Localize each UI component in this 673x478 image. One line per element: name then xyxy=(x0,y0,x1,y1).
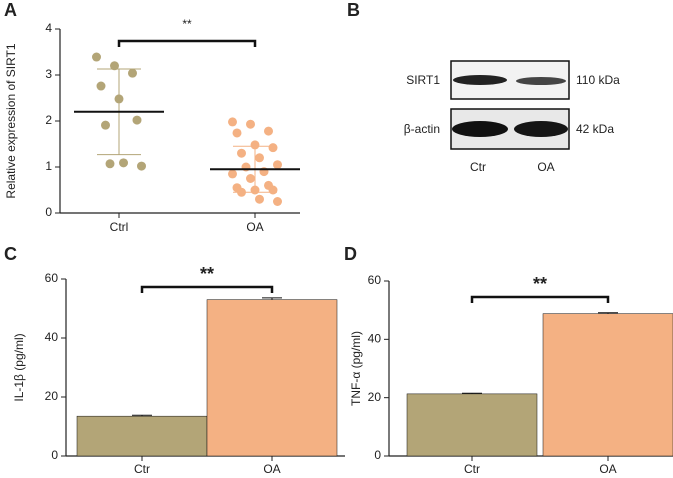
data-point xyxy=(228,117,237,127)
y-axis-label: TNF-α (pg/ml) xyxy=(349,331,363,406)
data-point xyxy=(255,153,264,163)
data-point xyxy=(264,126,273,136)
y-tick-label: 40 xyxy=(45,330,59,344)
x-tick-label: OA xyxy=(246,220,263,234)
size-label: 110 kDa xyxy=(576,73,620,87)
band xyxy=(453,75,507,85)
significance-label: ** xyxy=(182,17,192,31)
lane-label: OA xyxy=(537,160,554,174)
y-tick-label: 0 xyxy=(45,205,52,219)
data-point xyxy=(273,160,282,170)
x-tick-label: OA xyxy=(263,462,280,476)
y-tick-label: 3 xyxy=(45,67,52,81)
y-axis-label: Relative expression of SIRT1 xyxy=(4,43,18,199)
y-tick-label: 20 xyxy=(368,390,382,404)
bar xyxy=(406,393,538,457)
data-point xyxy=(110,61,119,71)
data-point xyxy=(232,128,242,138)
x-tick-label: Ctrl xyxy=(110,220,129,234)
data-point xyxy=(128,68,137,78)
y-axis-label: IL-1β (pg/ml) xyxy=(12,333,26,401)
chart-panel: D TNF-α (pg/ml) 0 20 40 60 Ctr OA ** xyxy=(344,244,673,476)
band xyxy=(452,121,508,137)
x-tick-label: OA xyxy=(599,462,616,476)
data-point xyxy=(268,185,278,195)
data-point xyxy=(255,194,264,204)
data-point xyxy=(246,119,255,129)
y-tick-label: 20 xyxy=(45,389,59,403)
data-point xyxy=(96,81,106,91)
data-point xyxy=(92,52,101,62)
significance-label: ** xyxy=(533,274,547,294)
y-tick-label: 40 xyxy=(368,332,382,346)
x-tick-label: Ctr xyxy=(464,462,480,476)
x-tick-label: Ctr xyxy=(134,462,150,476)
significance-bracket xyxy=(470,295,610,303)
data-point xyxy=(105,159,115,169)
row-label: SIRT1 xyxy=(406,73,440,87)
data-point xyxy=(273,197,282,206)
data-point xyxy=(268,143,278,153)
data-point xyxy=(137,161,146,171)
western-blot: B SIRT1 110 kDa β-actin 42 kDa Ctr OA xyxy=(347,0,620,174)
band xyxy=(516,77,566,85)
data-point xyxy=(228,169,237,179)
significance-bracket xyxy=(140,285,274,293)
panel-letter: B xyxy=(347,0,360,20)
data-point xyxy=(237,148,246,158)
y-tick-label: 0 xyxy=(374,448,381,462)
y-tick-label: 60 xyxy=(368,273,382,287)
y-tick-label: 4 xyxy=(45,21,52,35)
data-point xyxy=(101,120,110,130)
y-tick-label: 1 xyxy=(45,159,52,173)
panel-letter: C xyxy=(4,244,17,264)
data-point xyxy=(119,158,128,168)
bar xyxy=(542,313,673,457)
bar xyxy=(76,415,208,457)
size-label: 42 kDa xyxy=(576,122,614,136)
row-label: β-actin xyxy=(404,122,440,136)
chart-panel: A Relative expression of SIRT1 0 1 2 3 4 Ctrl OA… xyxy=(4,0,300,234)
significance-label: ** xyxy=(200,264,214,284)
chart-panel: C IL-1β (pg/ml) 0 20 40 60 Ctr OA ** xyxy=(4,244,345,476)
y-tick-label: 2 xyxy=(45,113,52,127)
data-point xyxy=(250,140,260,150)
significance-bracket xyxy=(117,39,257,47)
data-point xyxy=(132,115,142,125)
panel-letter: D xyxy=(344,244,357,264)
y-tick-label: 60 xyxy=(45,271,59,285)
y-tick-label: 0 xyxy=(51,448,58,462)
lane-label: Ctr xyxy=(470,160,486,174)
data-point xyxy=(246,174,255,183)
bar xyxy=(206,299,338,457)
band xyxy=(514,121,568,137)
panel-letter: A xyxy=(4,0,17,20)
